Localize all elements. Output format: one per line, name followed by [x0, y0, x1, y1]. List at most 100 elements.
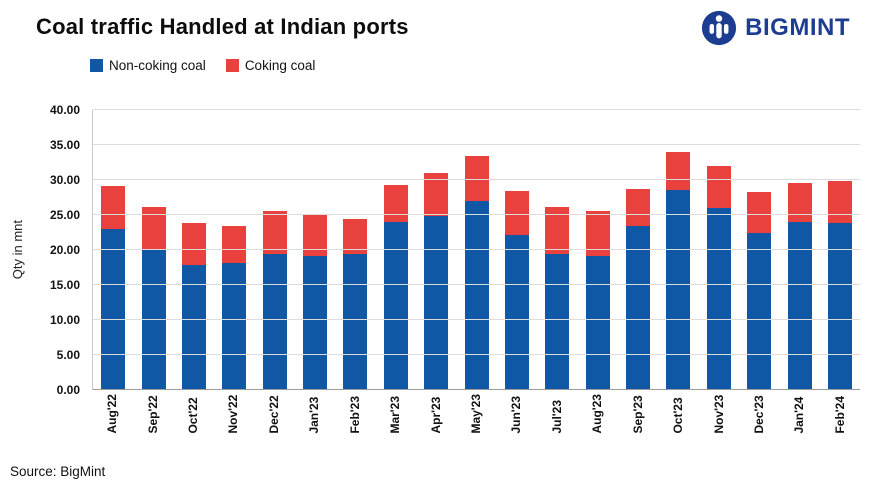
gridline [93, 179, 860, 180]
bar-segment-non-coking [585, 255, 610, 390]
gridline [93, 354, 860, 355]
bar-segment-coking [706, 166, 731, 208]
page-title: Coal traffic Handled at Indian ports [36, 14, 409, 39]
bar-stack [706, 110, 731, 390]
bar-segment-non-coking [343, 253, 368, 390]
bar-group [133, 110, 173, 390]
chart-legend: Non-coking coal Coking coal [90, 58, 315, 73]
gridline [93, 109, 860, 110]
y-tick-label: 15.00 [49, 278, 80, 292]
x-tick-label: Aug'23 [590, 394, 605, 434]
y-tick-label: 25.00 [49, 208, 80, 222]
bar-stack [747, 110, 772, 390]
x-tick-label: Mar'23 [388, 396, 403, 434]
bar-segment-coking [303, 214, 328, 257]
x-tick-label: May'23 [469, 394, 483, 434]
bar-segment-coking [666, 152, 691, 190]
bar-stack [101, 110, 126, 390]
bar-segment-coking [626, 189, 651, 226]
bar-segment-non-coking [747, 232, 772, 390]
bar-stack [222, 110, 247, 390]
bar-segment-non-coking [706, 208, 731, 390]
source-note: Source: BigMint [10, 464, 106, 479]
bar-segment-coking [827, 181, 852, 224]
bar-segment-coking [545, 207, 570, 254]
gridline [93, 214, 860, 215]
bar-segment-coking [464, 155, 489, 201]
x-tick-label: Jul'23 [549, 400, 564, 434]
bar-group [214, 110, 254, 390]
bar-segment-non-coking [101, 229, 126, 390]
x-tick-label: Sep'23 [630, 395, 645, 434]
y-axis-tick-labels: 0.00 5.00 10.00 15.00 20.00 25.00 30.00 35.00 40… [34, 103, 84, 397]
gridline [93, 319, 860, 320]
bar-group [618, 110, 658, 390]
legend-label-coking: Coking coal [244, 58, 316, 73]
bar-group [93, 110, 133, 390]
bar-segment-non-coking [827, 223, 852, 390]
legend-item-coking: Coking coal [225, 58, 316, 73]
gridline [93, 249, 860, 250]
x-tick-label: Dec'22 [266, 395, 281, 434]
bar-segment-coking [504, 190, 529, 235]
legend-swatch-coking [225, 59, 239, 72]
bar-segment-non-coking [383, 222, 408, 390]
bigmint-logo-text: BIGMINT [745, 14, 850, 41]
bar-group [537, 110, 577, 390]
bar-segment-non-coking [424, 216, 449, 390]
bar-segment-coking [262, 210, 287, 255]
bar-group [739, 110, 779, 390]
x-tick-label: Feb'24 [832, 396, 847, 434]
bar-segment-non-coking [666, 189, 691, 390]
bar-segment-non-coking [545, 253, 570, 390]
y-axis-title: Qty in mnt [9, 220, 25, 280]
bar-group [779, 110, 819, 390]
bar-group [578, 110, 618, 390]
bar-stack [262, 110, 287, 390]
x-tick-label: Jan'24 [792, 396, 807, 434]
bar-segment-coking [747, 191, 772, 233]
bar-segment-coking [585, 210, 610, 256]
bar-stack [303, 110, 328, 390]
legend-swatch-non-coking [90, 59, 103, 72]
bar-segment-coking [141, 206, 166, 250]
bar-segment-coking [343, 218, 368, 254]
bar-stack [666, 110, 691, 390]
gridline [93, 144, 860, 145]
bar-stack [585, 110, 610, 390]
bar-stack [141, 110, 166, 390]
bar-segment-coking [383, 184, 408, 222]
bar-segment-non-coking [222, 263, 247, 390]
y-tick-label: 10.00 [49, 313, 80, 327]
legend-item-non-coking: Non-coking coal [90, 58, 206, 73]
bar-stack [383, 110, 408, 390]
bar-segment-non-coking [504, 234, 529, 390]
bar-group [376, 110, 416, 390]
bar-segment-non-coking [787, 222, 812, 390]
bar-stack [343, 110, 368, 390]
bar-stack [626, 110, 651, 390]
y-tick-label: 35.00 [49, 138, 80, 152]
bar-stack [424, 110, 449, 390]
bar-group [174, 110, 214, 390]
bar-stack [181, 110, 206, 390]
bar-segment-non-coking [626, 225, 651, 390]
x-tick-label: Apr'23 [428, 396, 443, 434]
bar-group [255, 110, 295, 390]
bar-group [658, 110, 698, 390]
bar-group [820, 110, 860, 390]
y-tick-label: 5.00 [56, 348, 80, 362]
bar-segment-coking [101, 185, 126, 229]
bar-group [335, 110, 375, 390]
bar-group [416, 110, 456, 390]
bar-segment-non-coking [141, 250, 166, 390]
x-tick-label: Oct'23 [671, 397, 686, 434]
bar-stack [827, 110, 852, 390]
x-tick-label: Feb'23 [347, 396, 362, 434]
gridline [93, 284, 860, 285]
x-tick-label: Oct'22 [186, 397, 201, 434]
bar-segment-coking [787, 182, 812, 222]
x-tick-label: Jun'23 [509, 396, 524, 434]
bar-stack [787, 110, 812, 390]
y-tick-label: 0.00 [56, 383, 80, 397]
